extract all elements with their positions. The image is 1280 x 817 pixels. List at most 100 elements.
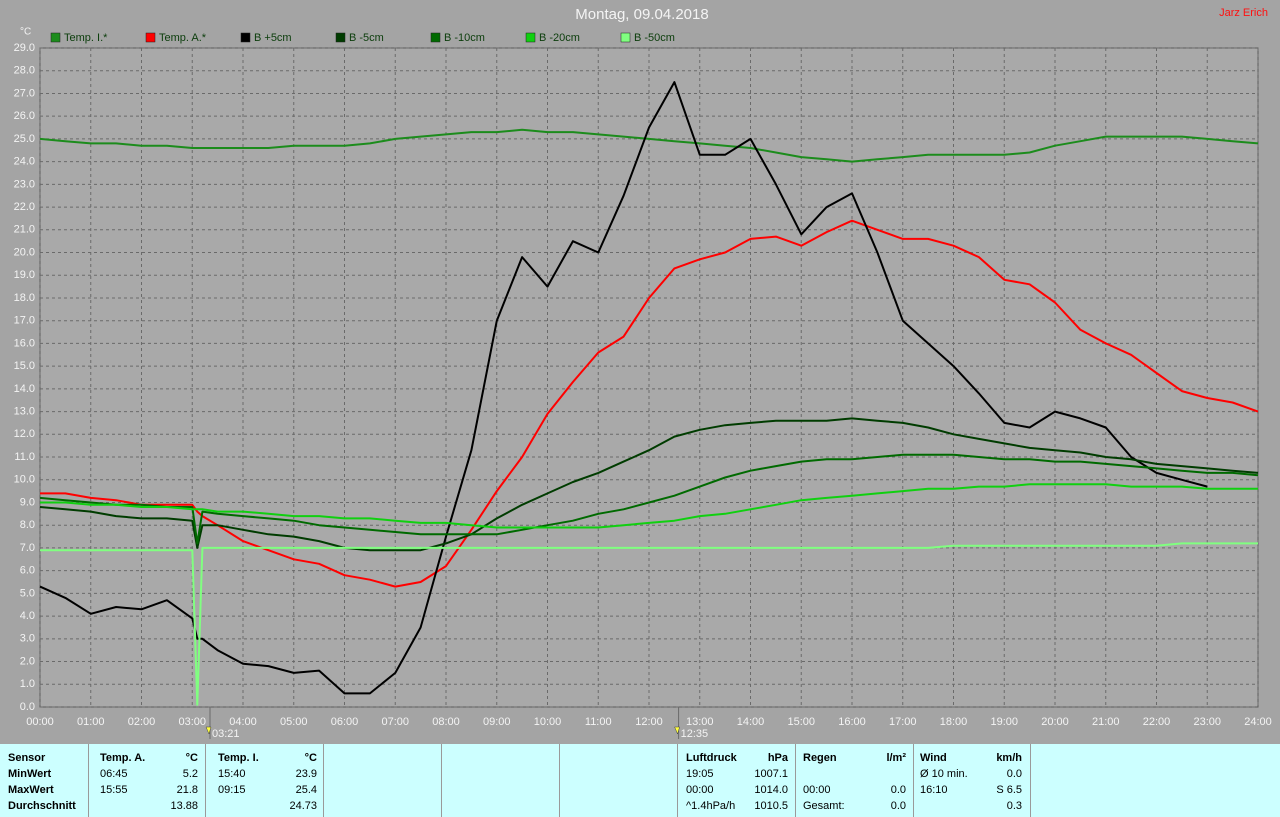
x-tick-label: 05:00 — [280, 716, 308, 728]
annotation-label: 03:21 — [212, 728, 240, 740]
separator — [913, 744, 914, 817]
y-tick-label: 14.0 — [14, 383, 35, 395]
x-tick-label: 07:00 — [381, 716, 409, 728]
y-tick-label: 7.0 — [20, 542, 35, 554]
separator — [323, 744, 324, 817]
x-tick-label: 01:00 — [77, 716, 105, 728]
table-cell: 19:05 — [686, 768, 714, 780]
y-tick-label: 9.0 — [20, 496, 35, 508]
y-tick-label: 3.0 — [20, 633, 35, 645]
x-tick-label: 16:00 — [838, 716, 866, 728]
header-cell: Luftdruck — [686, 752, 737, 764]
y-tick-label: 22.0 — [14, 201, 35, 213]
table-cell: 0.3 — [1006, 800, 1022, 812]
x-tick-label: 21:00 — [1092, 716, 1120, 728]
y-tick-label: 28.0 — [14, 65, 35, 77]
x-tick-label: 24:00 — [1244, 716, 1272, 728]
y-tick-label: 24.0 — [14, 156, 35, 168]
header-cell: km/h — [996, 752, 1022, 764]
annotation-label: 12:35 — [681, 728, 709, 740]
x-tick-label: 14:00 — [737, 716, 765, 728]
table-cell: 21.8 — [176, 784, 198, 796]
table-cell: 23.9 — [295, 768, 317, 780]
annotation-icon — [205, 726, 212, 735]
header-cell: Regen — [803, 752, 837, 764]
table-cell: 0.0 — [1006, 768, 1022, 780]
header-cell: l/m² — [886, 752, 906, 764]
series-line — [40, 483, 1258, 529]
series-line — [39, 453, 1259, 545]
legend-label: B -5cm — [349, 32, 384, 44]
legend-label: B -10cm — [444, 32, 485, 44]
series-line — [39, 417, 1259, 552]
y-tick-label: 11.0 — [14, 451, 35, 463]
x-tick-label: 10:00 — [534, 716, 562, 728]
legend-label: Temp. A.* — [159, 32, 207, 44]
x-tick-label: 20:00 — [1041, 716, 1069, 728]
y-tick-label: 13.0 — [14, 405, 35, 417]
table-cell: 06:45 — [100, 768, 128, 780]
separator — [88, 744, 89, 817]
legend-label: B -20cm — [539, 32, 580, 44]
header-cell: Durchschnitt — [8, 800, 76, 812]
author: Jarz Erich — [1219, 7, 1268, 19]
table-cell: 15:55 — [100, 784, 128, 796]
y-tick-label: 27.0 — [14, 87, 35, 99]
y-tick-label: 12.0 — [14, 428, 35, 440]
x-tick-label: 00:00 — [26, 716, 54, 728]
y-tick-label: 23.0 — [14, 178, 35, 190]
legend-swatch — [240, 32, 251, 43]
x-tick-label: 08:00 — [432, 716, 460, 728]
x-tick-label: 04:00 — [229, 716, 257, 728]
table-cell: S 6.5 — [996, 784, 1022, 796]
x-tick-label: 09:00 — [483, 716, 511, 728]
table-cell: ^1.4hPa/h — [686, 800, 736, 812]
stats-table: Sensor Temp. A. °C Temp. I. °C Luftdruck hPa Re… — [0, 744, 1280, 817]
header-cell: hPa — [767, 752, 788, 764]
header-cell: Temp. A. — [100, 752, 146, 764]
separator — [559, 744, 560, 817]
x-tick-label: 06:00 — [331, 716, 359, 728]
separator — [677, 744, 678, 817]
x-tick-label: 23:00 — [1193, 716, 1221, 728]
y-tick-label: 1.0 — [20, 678, 35, 690]
separator — [205, 744, 206, 817]
y-tick-label: 18.0 — [14, 292, 35, 304]
y-tick-label: 19.0 — [14, 269, 35, 281]
x-tick-label: 03:00 — [178, 716, 206, 728]
x-tick-label: 22:00 — [1143, 716, 1171, 728]
y-tick-label: 15.0 — [14, 360, 35, 372]
y-tick-label: 5.0 — [20, 587, 35, 599]
table-cell: Gesamt: — [803, 800, 845, 812]
series-line — [39, 128, 1259, 163]
table-cell: 00:00 — [803, 784, 831, 796]
separator — [441, 744, 442, 817]
header-cell: MinWert — [8, 768, 52, 780]
legend-swatch — [145, 32, 156, 43]
table-cell: Ø 10 min. — [920, 768, 968, 780]
table-cell: 0.0 — [890, 800, 906, 812]
table-cell: 15:40 — [218, 768, 246, 780]
series-line — [40, 219, 1259, 588]
series-line — [40, 542, 1258, 706]
x-tick-label: 13:00 — [686, 716, 714, 728]
table-cell: 1007.1 — [754, 768, 788, 780]
table-cell: 0.0 — [890, 784, 906, 796]
header-cell: MaxWert — [8, 784, 54, 796]
header-cell: °C — [185, 752, 198, 764]
separator — [1030, 744, 1031, 817]
x-tick-label: 15:00 — [787, 716, 815, 728]
y-tick-label: 0.0 — [20, 701, 35, 713]
y-tick-label: 2.0 — [20, 655, 35, 667]
legend-swatch — [335, 32, 346, 43]
table-cell: 13.88 — [170, 800, 198, 812]
table-cell: 00:00 — [686, 784, 714, 796]
y-tick-label: 26.0 — [14, 110, 35, 122]
x-tick-label: 18:00 — [940, 716, 968, 728]
chart: Montag, 09.04.2018 Jarz Erich °C 0.0 1.0 2… — [14, 6, 1272, 740]
table-cell: 1014.0 — [754, 784, 788, 796]
table-cell: 24.73 — [289, 800, 317, 812]
legend-swatch — [50, 32, 61, 43]
annotation-icon — [674, 726, 680, 735]
